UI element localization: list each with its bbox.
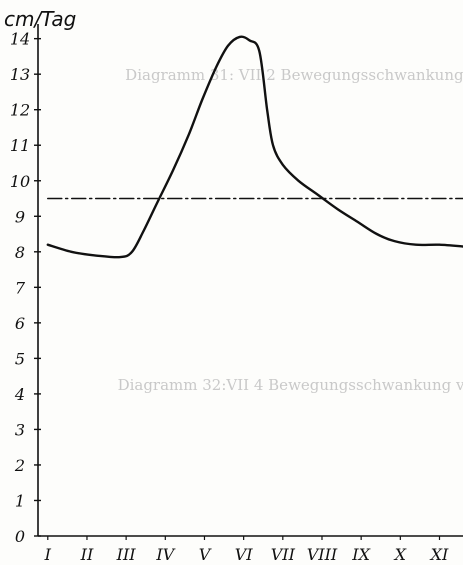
y-tick-label: 6 xyxy=(15,314,25,333)
x-tick-label: VIII xyxy=(307,545,338,564)
x-tick-label: VII xyxy=(271,545,296,564)
x-tick-label: IV xyxy=(155,545,175,564)
x-tick-label: VI xyxy=(235,545,254,564)
y-tick-label: 13 xyxy=(10,65,30,84)
series-line xyxy=(46,35,463,259)
x-tick-label: I xyxy=(44,545,52,564)
x-tick-label: III xyxy=(116,545,137,564)
y-tick-label: 9 xyxy=(15,207,25,226)
y-tick-label: 11 xyxy=(10,136,30,155)
x-tick-label: V xyxy=(199,545,212,564)
ghost-caption-1: Diagramm 31: VII 2 Bewegungsschwankung v… xyxy=(125,66,463,84)
y-tick-label: 1 xyxy=(15,491,25,510)
series-lines xyxy=(46,35,463,259)
y-tick-label: 0 xyxy=(15,527,25,546)
y-tick-label: 7 xyxy=(15,278,26,297)
y-tick-label: 4 xyxy=(14,385,25,404)
y-tick-label: 10 xyxy=(10,172,30,191)
y-tick-label: 12 xyxy=(10,101,30,120)
x-tick-label: II xyxy=(80,545,94,564)
y-axis-label: cm/Tag xyxy=(4,7,76,31)
y-tick-label: 8 xyxy=(15,243,25,262)
x-tick-label: IX xyxy=(351,545,370,564)
x-tick-label: X xyxy=(393,545,407,564)
x-tick-label: XI xyxy=(429,545,449,564)
y-tick-label: 2 xyxy=(14,456,25,475)
y-tick-label: 3 xyxy=(15,420,25,439)
ghost-caption-2: Diagramm 32:VII 4 Bewegungsschwankung ve… xyxy=(118,376,463,394)
y-tick-label: 14 xyxy=(10,30,30,49)
y-tick-label: 5 xyxy=(15,349,25,368)
axes xyxy=(34,24,463,540)
background-bleedthrough: Diagramm 31: VII 2 Bewegungsschwankung v… xyxy=(118,66,463,394)
